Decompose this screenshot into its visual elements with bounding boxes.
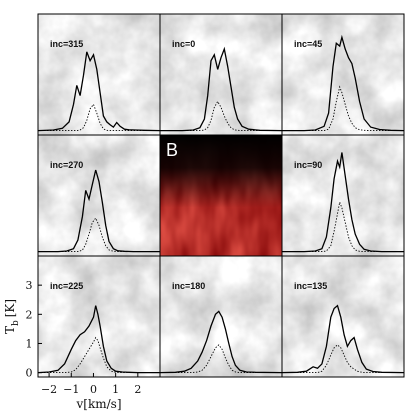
spectrum-panel: inc=270 xyxy=(37,134,161,257)
y-axis-title: Tb[K] xyxy=(3,299,21,334)
solid-spectrum-line xyxy=(282,34,405,132)
center-image-panel: B xyxy=(159,134,283,257)
y-tick-label: 0 xyxy=(26,367,33,380)
solid-spectrum-line xyxy=(159,310,283,374)
dotted-spectrum-line xyxy=(282,85,404,132)
x-tick-label: 2 xyxy=(134,383,141,396)
spectrum-panel: inc=225 xyxy=(37,255,161,378)
y-tick-label: 3 xyxy=(26,279,33,292)
spectrum-panel: inc=180 xyxy=(159,255,283,378)
x-tick-label: 1 xyxy=(112,383,119,396)
cloud-map-image xyxy=(38,135,160,256)
panels-layer: inc=315 inc=0 inc=45 inc=270 inc=90 inc=225 in… xyxy=(37,13,405,378)
cloud-map-image xyxy=(282,135,404,256)
x-tick-label: 0 xyxy=(90,383,97,396)
spectrum-panel: inc=0 xyxy=(159,13,283,136)
dotted-spectrum-line xyxy=(160,344,282,374)
y-tick-label: 1 xyxy=(26,337,33,350)
panel-label: inc=180 xyxy=(172,281,205,291)
solid-spectrum-line xyxy=(38,169,160,253)
x-tick-label: −2 xyxy=(41,383,57,396)
cloud-map-image xyxy=(38,14,160,135)
x-axis-title: v[km/s] xyxy=(76,397,122,411)
spectrum-panel: inc=135 xyxy=(281,255,405,378)
dotted-spectrum-line xyxy=(38,103,160,132)
panel-border xyxy=(159,134,283,257)
solid-spectrum-line xyxy=(160,46,283,132)
cloud-map-image xyxy=(160,14,282,135)
dotted-spectrum-line xyxy=(282,344,404,374)
spectrum-panel: inc=90 xyxy=(281,134,405,257)
panel-label: inc=90 xyxy=(294,160,322,170)
dotted-spectrum-line xyxy=(38,336,160,374)
cloud-map-image xyxy=(282,14,404,135)
solid-spectrum-line xyxy=(37,305,160,374)
solid-spectrum-line xyxy=(281,304,405,374)
axes-layer: 0 1 2 3 −2 −1 0 1 2 v[km/s] Tb[K] xyxy=(3,279,141,411)
panel-label: inc=45 xyxy=(294,39,322,49)
x-tick-label: −1 xyxy=(63,383,79,396)
solid-spectrum-line xyxy=(37,51,161,132)
spectrum-panel: inc=315 xyxy=(37,13,161,136)
y-axis-title-text: Tb[K] xyxy=(3,299,21,334)
dotted-spectrum-line xyxy=(160,100,282,132)
dark-sky-region xyxy=(160,135,282,208)
cloud-map-image xyxy=(282,256,404,377)
y-tick-label: 2 xyxy=(26,308,33,321)
panel-label: inc=135 xyxy=(294,281,327,291)
spectrum-panel: inc=45 xyxy=(281,13,405,136)
panel-label: inc=270 xyxy=(50,160,83,170)
center-panel-label: B xyxy=(166,140,178,160)
panel-border xyxy=(281,255,405,378)
panel-label: inc=0 xyxy=(172,39,195,49)
solid-spectrum-line xyxy=(282,152,404,253)
dotted-spectrum-line xyxy=(282,200,404,253)
cloud-map-image xyxy=(38,256,160,377)
dotted-spectrum-line xyxy=(38,217,160,253)
panel-label: inc=225 xyxy=(50,281,83,291)
panel-label: inc=315 xyxy=(50,39,83,49)
